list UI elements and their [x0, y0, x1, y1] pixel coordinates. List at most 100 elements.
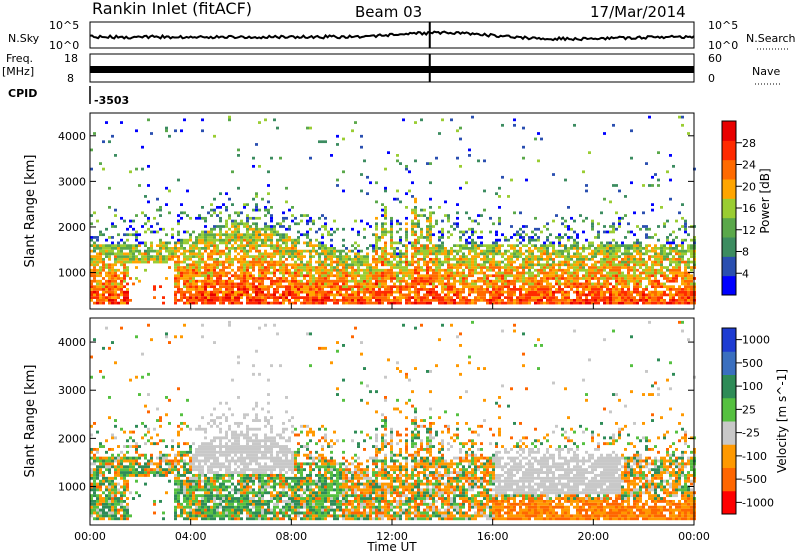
- power-cell: [333, 301, 336, 305]
- power-cell: [201, 255, 204, 258]
- velocity-cell: [177, 453, 180, 457]
- power-cell: [333, 285, 336, 289]
- velocity-cell: [96, 511, 99, 515]
- power-cell: [507, 238, 510, 242]
- velocity-cell: [114, 419, 117, 422]
- power-cell: [297, 279, 300, 283]
- power-cell: [225, 266, 228, 269]
- power-cell: [480, 271, 483, 275]
- power-cell: [204, 225, 207, 228]
- power-cell: [180, 298, 183, 302]
- power-cell: [318, 298, 321, 302]
- power-cell: [678, 260, 681, 264]
- power-cell: [378, 260, 381, 264]
- power-cell: [186, 298, 189, 302]
- velocity-cell: [114, 502, 117, 506]
- power-cell: [576, 247, 579, 250]
- power-cell: [651, 203, 654, 206]
- power-cell: [300, 301, 303, 305]
- power-cell: [453, 279, 456, 283]
- power-cell: [480, 252, 483, 256]
- power-cell: [357, 288, 360, 291]
- power-cell: [405, 266, 408, 269]
- velocity-cell: [180, 511, 183, 515]
- power-cell: [204, 244, 207, 248]
- power-cell: [189, 263, 192, 267]
- power-cell: [600, 290, 603, 294]
- power-colorbar-swatch: [722, 140, 736, 161]
- power-cell: [432, 298, 435, 302]
- power-cell: [117, 301, 120, 305]
- power-cell: [441, 290, 444, 294]
- power-cell: [399, 271, 402, 275]
- power-cell: [420, 227, 423, 231]
- power-cell: [303, 233, 306, 237]
- power-cell: [246, 266, 249, 269]
- power-cell: [294, 244, 297, 248]
- power-cell: [342, 227, 345, 231]
- power-cell: [222, 282, 225, 286]
- power-cell: [414, 296, 417, 299]
- power-cell: [663, 285, 666, 289]
- velocity-cell: [90, 514, 93, 518]
- power-cell: [579, 293, 582, 297]
- power-cell: [507, 195, 510, 198]
- power-cell: [501, 255, 504, 258]
- power-cell: [504, 268, 507, 272]
- power-cell: [447, 271, 450, 275]
- power-cell: [291, 293, 294, 297]
- power-cell: [153, 288, 156, 291]
- power-cell: [351, 285, 354, 289]
- velocity-cell: [177, 502, 180, 506]
- power-cell: [687, 277, 690, 280]
- velocity-cell: [126, 497, 129, 500]
- velocity-cell: [90, 508, 93, 512]
- power-cell: [342, 255, 345, 258]
- velocity-cell: [120, 450, 123, 454]
- power-cell: [93, 247, 96, 250]
- power-cell: [177, 260, 180, 264]
- power-cell: [243, 222, 246, 226]
- power-cell: [153, 285, 156, 289]
- power-cell: [393, 285, 396, 289]
- power-cell: [474, 285, 477, 289]
- velocity-cell: [153, 502, 156, 506]
- power-cell: [168, 241, 171, 245]
- power-cell: [501, 288, 504, 291]
- power-cell: [207, 279, 210, 283]
- power-cell: [237, 214, 240, 217]
- power-cell: [411, 247, 414, 250]
- power-cell: [675, 279, 678, 283]
- velocity-cell: [108, 462, 111, 466]
- power-cell: [276, 282, 279, 286]
- power-cell: [543, 301, 546, 305]
- power-cell: [582, 290, 585, 294]
- power-cell: [294, 301, 297, 305]
- power-cell: [444, 200, 447, 204]
- power-cell: [549, 285, 552, 289]
- power-cell: [366, 260, 369, 264]
- power-cell: [255, 279, 258, 283]
- power-cell: [588, 293, 591, 297]
- power-cell: [648, 255, 651, 258]
- power-cell: [648, 301, 651, 305]
- power-cell: [546, 279, 549, 283]
- power-cell: [177, 247, 180, 250]
- power-cell: [540, 288, 543, 291]
- power-cell: [615, 266, 618, 269]
- power-cell: [102, 263, 105, 267]
- power-cell: [204, 249, 207, 253]
- power-cell: [444, 214, 447, 217]
- power-cell: [282, 252, 285, 256]
- power-cell: [462, 282, 465, 286]
- velocity-cell: [114, 517, 117, 521]
- power-cell: [681, 257, 684, 261]
- power-cell: [579, 268, 582, 272]
- power-cell: [231, 244, 234, 248]
- power-cell: [228, 288, 231, 291]
- velocity-cell: [117, 508, 120, 512]
- power-cell: [399, 255, 402, 258]
- power-cell: [537, 236, 540, 239]
- power-cell: [672, 293, 675, 297]
- power-cell: [396, 285, 399, 289]
